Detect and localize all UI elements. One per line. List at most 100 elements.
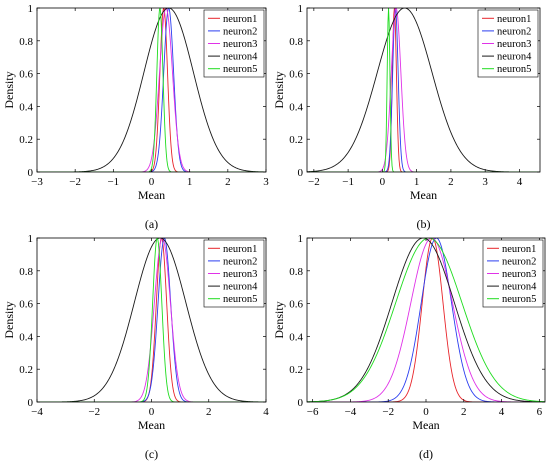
x-tick-label: −4 <box>31 406 43 418</box>
legend-label: neuron3 <box>223 269 257 280</box>
y-tick-label: 0.4 <box>19 101 33 113</box>
series-line-neuron3 <box>37 238 266 402</box>
x-tick-label: −2 <box>88 406 100 418</box>
y-tick-label: 0.4 <box>289 101 303 113</box>
axes-box <box>306 7 541 173</box>
y-tick-label: 0.2 <box>289 364 303 376</box>
series-line-neuron3 <box>37 8 266 172</box>
legend-label: neuron2 <box>502 256 536 267</box>
series-line-neuron2 <box>37 238 266 402</box>
x-axis-label: Mean <box>410 188 437 202</box>
y-tick-label: 0.2 <box>19 364 33 376</box>
x-tick-label: −6 <box>307 406 319 418</box>
y-tick-label: 0.6 <box>289 299 303 311</box>
y-tick-label: 1 <box>298 3 304 15</box>
x-tick-label: 2 <box>225 176 231 188</box>
series-line-neuron5 <box>37 238 266 402</box>
x-tick-label: 2 <box>448 176 454 188</box>
plot-panel-d: −6 −4 −2 0 2 4 6 0 0.2 0.4 0.6 0.8 1 Mean Density neuro… <box>272 233 546 461</box>
series-line-neuron5 <box>37 8 266 172</box>
x-tick-label: 3 <box>263 176 269 188</box>
legend-label: neuron5 <box>223 64 257 75</box>
panel-caption: (d) <box>419 447 433 461</box>
legend-label: neuron3 <box>502 269 536 280</box>
y-tick-label: 0 <box>298 397 304 409</box>
x-tick-label: 1 <box>414 176 420 188</box>
x-axis-label: Mean <box>138 188 165 202</box>
series-line-neuron1 <box>37 238 266 402</box>
x-axis-label: Mean <box>138 418 165 432</box>
legend-label: neuron4 <box>497 52 532 63</box>
legend-label: neuron1 <box>497 14 531 25</box>
x-tick-label: 6 <box>537 406 543 418</box>
panel-caption: (b) <box>417 217 431 231</box>
legend-label: neuron2 <box>223 26 257 37</box>
x-tick-label: −2 <box>382 406 394 418</box>
panel-caption: (a) <box>145 217 158 231</box>
y-axis-label: Density <box>2 301 16 338</box>
legend-label: neuron1 <box>223 244 257 255</box>
y-axis-label: Density <box>272 301 286 338</box>
y-tick-label: 0.4 <box>289 331 303 343</box>
legend-label: neuron3 <box>223 39 257 50</box>
x-tick-label: 0 <box>149 176 155 188</box>
series-line-neuron4 <box>37 238 266 402</box>
y-tick-label: 0 <box>298 167 304 179</box>
y-axis-label: Density <box>2 71 16 108</box>
y-tick-label: 0.8 <box>19 36 33 48</box>
y-tick-label: 0.2 <box>19 134 33 146</box>
y-tick-label: 0 <box>28 397 34 409</box>
series-lines <box>37 238 266 402</box>
x-tick-label: 0 <box>149 406 155 418</box>
y-tick-label: 0.8 <box>19 266 33 278</box>
y-tick-label: 1 <box>28 233 34 245</box>
x-tick-label: 2 <box>206 406 212 418</box>
x-tick-label: −4 <box>345 406 357 418</box>
y-axis-label: Density <box>272 71 286 108</box>
x-tick-label: 4 <box>499 406 505 418</box>
y-tick-label: 1 <box>28 3 34 15</box>
plot-panel-c: −4 −2 0 2 400.20.40.60.81MeanDensityneuron1n… <box>2 233 269 461</box>
y-tick-label: 1 <box>298 233 304 245</box>
series-line-neuron1 <box>307 238 545 402</box>
x-axis-label: Mean <box>412 418 439 432</box>
y-tick-label: 0.4 <box>19 331 33 343</box>
legend-label: neuron1 <box>502 244 536 255</box>
legend-label: neuron2 <box>497 26 531 37</box>
y-tick-label: 0.6 <box>19 299 33 311</box>
y-tick-label: 0.8 <box>289 266 303 278</box>
y-tick-label: 0.6 <box>19 69 33 81</box>
x-tick-label: 0 <box>380 176 386 188</box>
legend-label: neuron5 <box>502 294 536 305</box>
panel-caption: (c) <box>145 447 158 461</box>
legend-label: neuron2 <box>223 256 257 267</box>
legend-label: neuron3 <box>497 39 531 50</box>
y-tick-label: 0.2 <box>289 134 303 146</box>
x-tick-label: 4 <box>263 406 269 418</box>
legend-label: neuron1 <box>223 14 257 25</box>
x-tick-label: −2 <box>308 176 320 188</box>
x-tick-label: 3 <box>482 176 488 188</box>
x-tick-label: −2 <box>69 176 81 188</box>
plot-panel-b: −2 −1 0 1 2 3 400.20.40.60.81MeanDensityneuron… <box>272 3 541 231</box>
x-tick-label: −3 <box>31 176 43 188</box>
y-tick-label: 0.6 <box>289 69 303 81</box>
legend-label: neuron4 <box>223 52 258 63</box>
x-tick-label: 4 <box>517 176 523 188</box>
x-tick-label: −1 <box>107 176 119 188</box>
y-tick-label: 0.8 <box>289 36 303 48</box>
x-tick-label: 0 <box>423 406 429 418</box>
legend-label: neuron4 <box>223 282 258 293</box>
x-tick-label: 1 <box>187 176 193 188</box>
legend-label: neuron4 <box>502 282 537 293</box>
legend-label: neuron5 <box>497 64 531 75</box>
legend-label: neuron5 <box>223 294 257 305</box>
x-tick-label: −1 <box>342 176 354 188</box>
y-tick-label: 0 <box>28 167 34 179</box>
plot-panel-a: −3 −2 −1 0 1 2 3 0 0.2 0.4 0.6 0.8 1 Mean Density neuro… <box>2 3 269 231</box>
x-tick-label: 2 <box>461 406 467 418</box>
